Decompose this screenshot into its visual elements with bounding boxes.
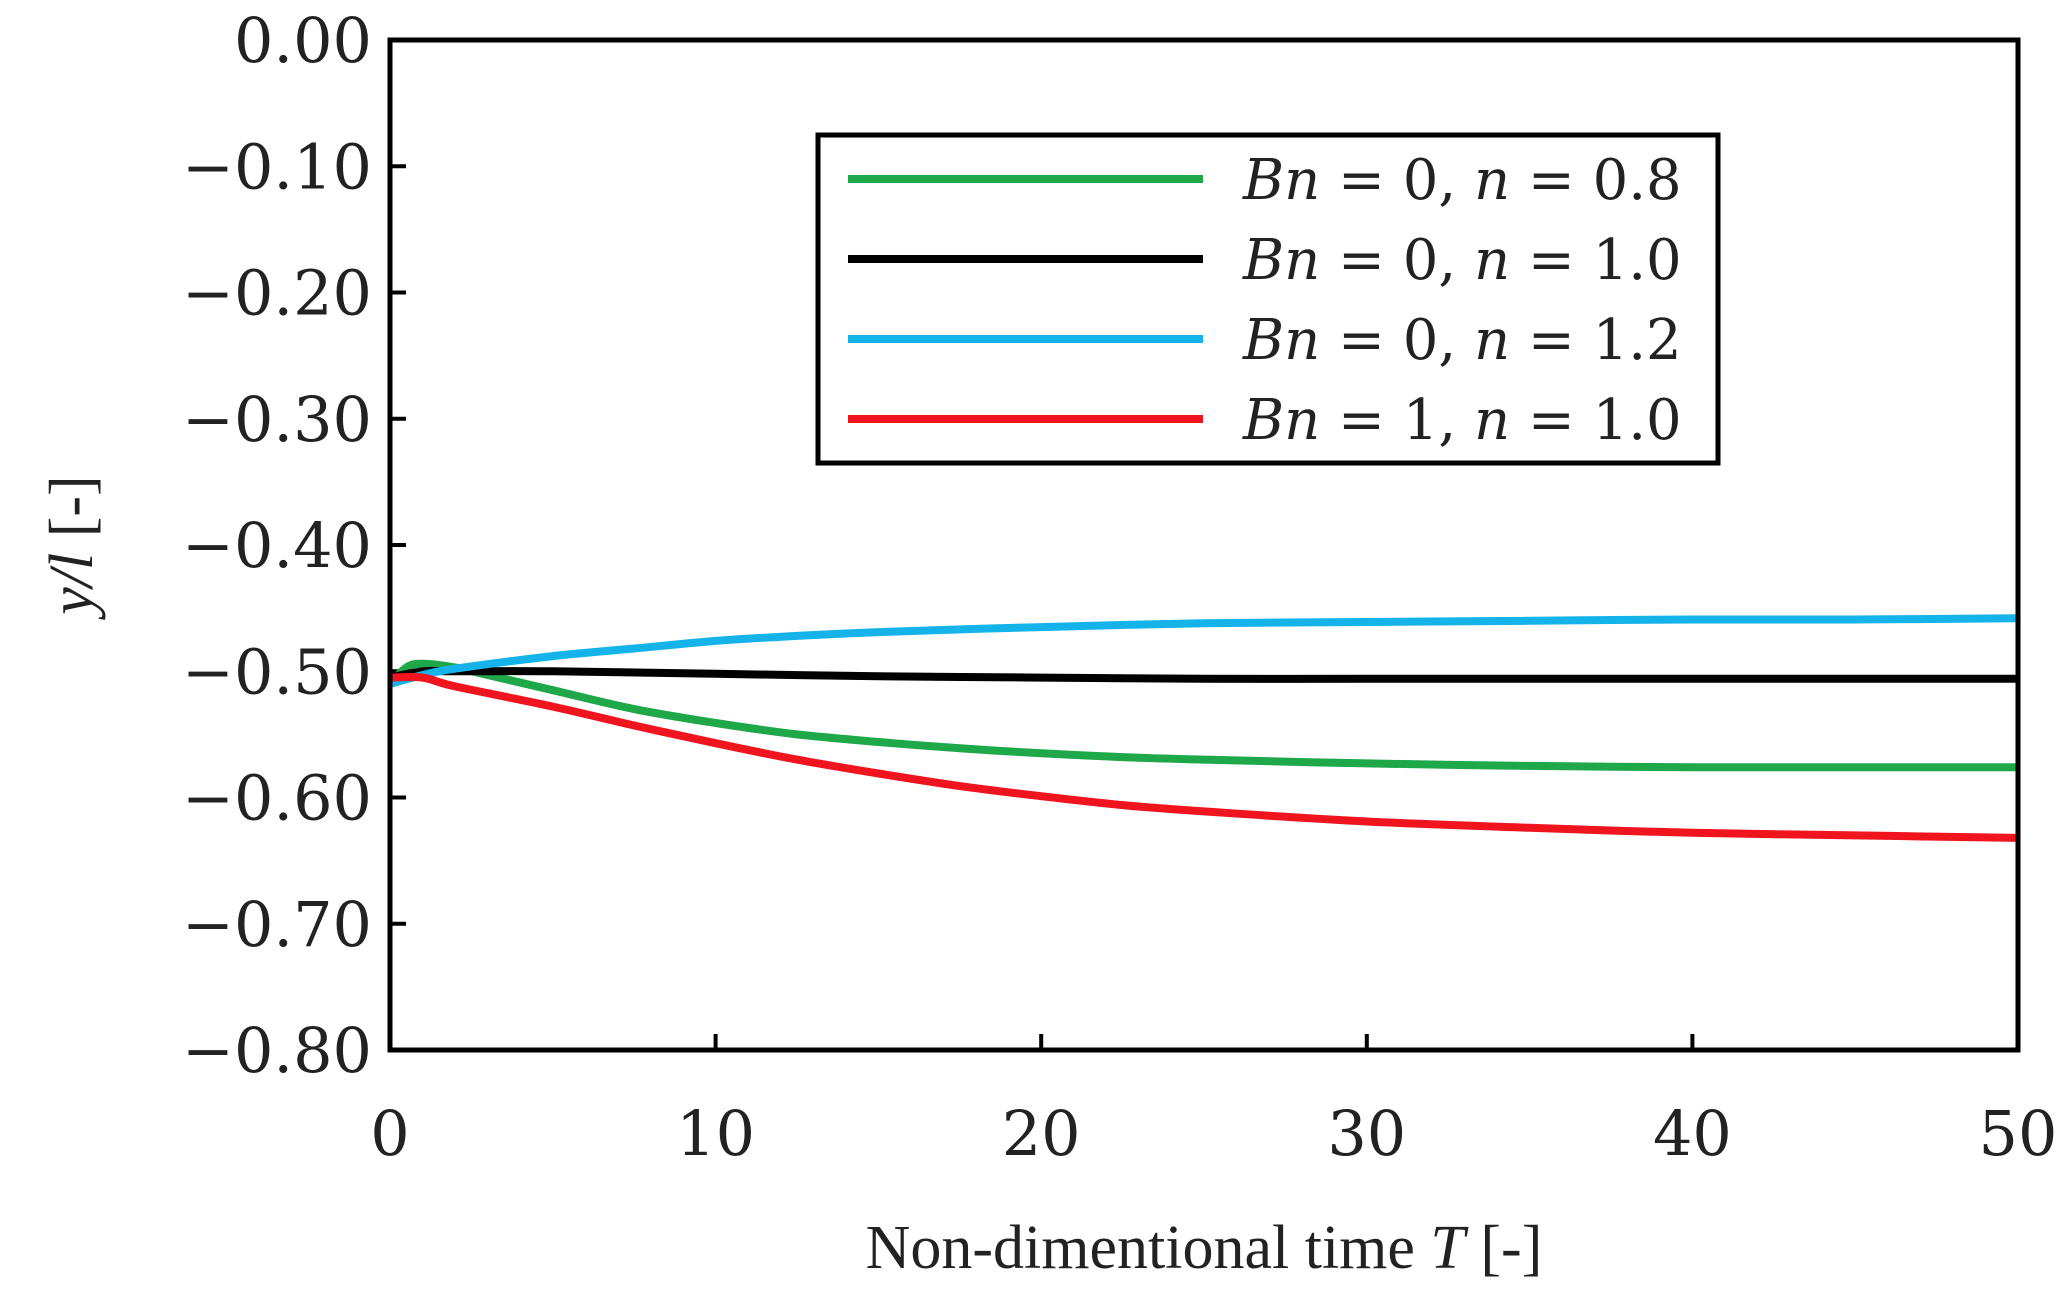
legend-label-eq1: = 0, xyxy=(1320,308,1474,373)
legend-label-var2: n xyxy=(1474,388,1510,453)
legend-label: Bn = 0, n = 0.8 xyxy=(1242,148,1682,213)
legend: Bn = 0, n = 0.8Bn = 0, n = 1.0Bn = 0, n … xyxy=(815,132,1721,466)
legend-label-var2: n xyxy=(1474,228,1510,293)
x-axis-title: Non-dimentional time T [-] xyxy=(866,1214,1543,1282)
legend-label-eq2: = 1.2 xyxy=(1510,308,1682,373)
x-tick-label: 10 xyxy=(676,1097,755,1170)
y-axis-ticks: 0.00 −0.10 −0.20 −0.30 −0.40 −0.50 −0.60 −0.70 −… xyxy=(182,4,406,1087)
legend-label: Bn = 1, n = 1.0 xyxy=(1242,388,1682,453)
x-tick-label: 30 xyxy=(1327,1097,1406,1170)
x-tick-label: 0 xyxy=(370,1097,409,1170)
x-axis-ticks: 0 10 20 30 40 50 xyxy=(370,1034,2057,1170)
y-tick-label: −0.40 xyxy=(182,509,372,582)
legend-label-var1: Bn xyxy=(1242,228,1320,293)
y-tick-label: −0.50 xyxy=(182,635,372,708)
legend-label-eq2: = 1.0 xyxy=(1510,388,1682,453)
y-tick-label: −0.80 xyxy=(182,1014,372,1087)
y-tick-label: −0.10 xyxy=(182,130,372,203)
legend-label: Bn = 0, n = 1.2 xyxy=(1242,308,1682,373)
x-axis-title-pre: Non-dimentional time xyxy=(866,1214,1431,1282)
x-tick-label: 20 xyxy=(1002,1097,1081,1170)
x-tick-label: 50 xyxy=(1979,1097,2058,1170)
y-axis-title-post: [-] xyxy=(38,475,106,552)
y-tick-label: −0.70 xyxy=(182,888,372,961)
legend-label-var1: Bn xyxy=(1242,388,1320,453)
legend-label-var2: n xyxy=(1474,308,1510,373)
legend-box xyxy=(815,132,1721,466)
series-line-bn0-n12 xyxy=(388,614,2019,688)
plot-area-frame xyxy=(387,37,2021,1053)
legend-label-eq1: = 0, xyxy=(1320,228,1474,293)
series-line-bn0-n10 xyxy=(389,666,2018,683)
x-axis-title-post: [-] xyxy=(1465,1214,1542,1282)
y-tick-label: 0.00 xyxy=(234,4,372,77)
legend-label-var1: Bn xyxy=(1242,148,1320,213)
series-layer xyxy=(387,614,2019,842)
x-axis-title-var: T xyxy=(1430,1214,1469,1282)
legend-label-var2: n xyxy=(1474,148,1510,213)
legend-label-eq2: = 1.0 xyxy=(1510,228,1682,293)
y-tick-label: −0.30 xyxy=(182,383,372,456)
x-tick-label: 40 xyxy=(1653,1097,1732,1170)
y-tick-label: −0.20 xyxy=(182,257,372,330)
y-tick-label: −0.60 xyxy=(182,762,372,835)
y-axis-title: y/l [-] xyxy=(38,475,106,620)
series-line-bn1-n10 xyxy=(389,672,2019,842)
legend-label: Bn = 0, n = 1.0 xyxy=(1242,228,1682,293)
legend-label-var1: Bn xyxy=(1242,308,1320,373)
legend-label-eq2: = 0.8 xyxy=(1510,148,1682,213)
legend-label-eq1: = 0, xyxy=(1320,148,1474,213)
y-axis-title-var: y/l xyxy=(38,553,106,621)
legend-label-eq1: = 1, xyxy=(1320,388,1474,453)
